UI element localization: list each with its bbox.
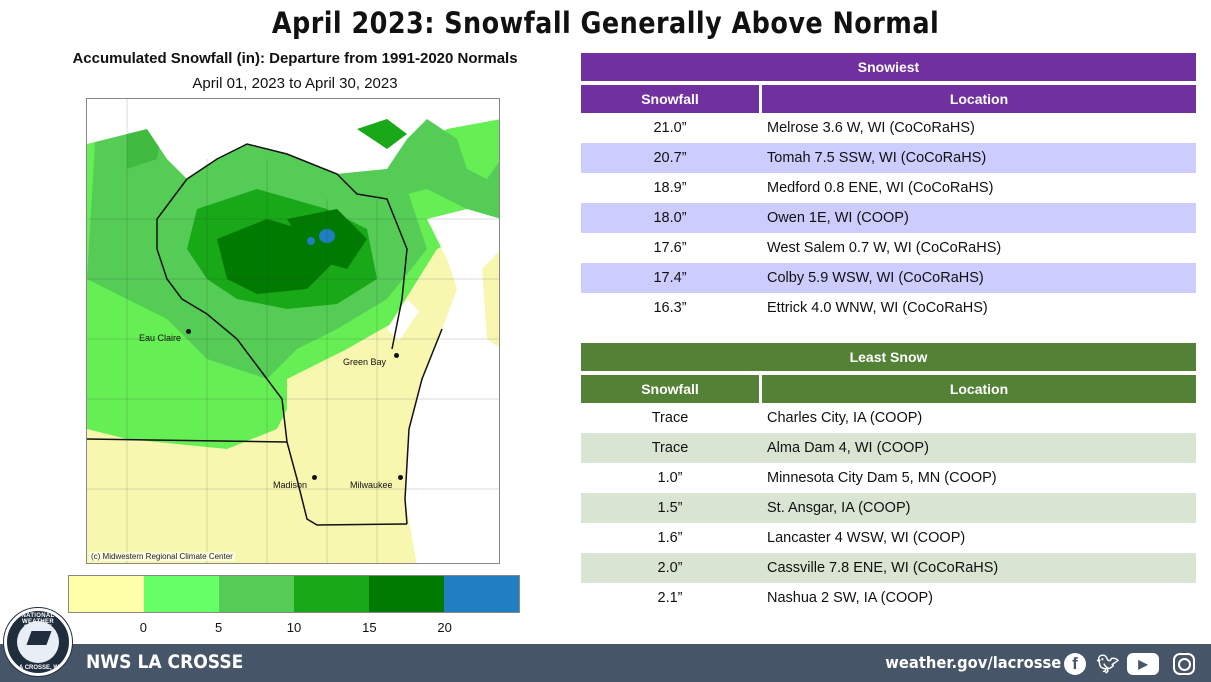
snowfall-cell: 2.0” <box>657 560 683 576</box>
legend-ticks: 0 5 10 15 20 <box>68 620 520 638</box>
table-row: 1.0” Minnesota City Dam 5, MN (COOP) <box>581 463 1196 493</box>
column-header-location: Location <box>762 375 1196 403</box>
map-title: Accumulated Snowfall (in): Departure fro… <box>72 50 518 67</box>
twitter-icon[interactable]: 🐦︎ <box>1096 653 1120 674</box>
legend-swatch-5-10 <box>219 576 294 612</box>
least-snow-title: Least Snow <box>581 343 1196 371</box>
snowfall-cell: 18.9” <box>653 180 687 196</box>
table-row: Trace Charles City, IA (COOP) <box>581 403 1196 433</box>
table-row: 17.4” Colby 5.9 WSW, WI (CoCoRaHS) <box>581 263 1196 293</box>
table-row: Trace Alma Dam 4, WI (COOP) <box>581 433 1196 463</box>
instagram-icon[interactable] <box>1173 653 1195 675</box>
logo-bottom-text: LA CROSSE, WI <box>15 665 61 671</box>
legend-swatch-0-5 <box>144 576 219 612</box>
table-row: 16.3” Ettrick 4.0 WNW, WI (CoCoRaHS) <box>581 293 1196 323</box>
city-dot-milwaukee <box>398 475 403 480</box>
location-cell: Colby 5.9 WSW, WI (CoCoRaHS) <box>767 270 984 286</box>
snowfall-cell: 20.7” <box>653 150 687 166</box>
location-cell: Tomah 7.5 SSW, WI (CoCoRaHS) <box>767 150 987 166</box>
snowfall-cell: 17.4” <box>653 270 687 286</box>
facebook-icon[interactable]: f <box>1064 653 1086 675</box>
location-cell: West Salem 0.7 W, WI (CoCoRaHS) <box>767 240 1002 256</box>
legend-tick: 10 <box>286 620 302 635</box>
legend-swatch-15-20 <box>369 576 444 612</box>
city-label-eau-claire: Eau Claire <box>139 333 182 343</box>
legend-tick: 15 <box>362 620 377 635</box>
table-row: 2.0” Cassville 7.8 ENE, WI (CoCoRaHS) <box>581 553 1196 583</box>
column-header-snowfall: Snowfall <box>581 85 759 113</box>
city-dot-eau-claire <box>186 329 191 334</box>
location-cell: Charles City, IA (COOP) <box>767 410 923 426</box>
city-label-green-bay: Green Bay <box>343 357 387 367</box>
snowfall-cell: 21.0” <box>653 120 687 136</box>
location-cell: Alma Dam 4, WI (COOP) <box>767 440 929 456</box>
snowfall-cell: 1.0” <box>657 470 683 486</box>
snowiest-title: Snowiest <box>581 53 1196 81</box>
legend-tick: 20 <box>437 620 452 635</box>
table-row: 17.6” West Salem 0.7 W, WI (CoCoRaHS) <box>581 233 1196 263</box>
website-link[interactable]: weather.gov/lacrosse <box>885 653 1061 672</box>
legend-tick: 0 <box>139 620 147 635</box>
location-cell: Ettrick 4.0 WNW, WI (CoCoRaHS) <box>767 300 988 316</box>
map-graphic <box>87 99 499 563</box>
snowfall-cell: 1.5” <box>657 500 683 516</box>
table-row: 21.0” Melrose 3.6 W, WI (CoCoRaHS) <box>581 113 1196 143</box>
table-row: 2.1” Nashua 2 SW, IA (COOP) <box>581 583 1196 613</box>
color-legend <box>68 575 520 613</box>
least-snow-table: Least Snow Snowfall Location Trace Charle… <box>581 343 1196 613</box>
snowfall-cell: 1.6” <box>657 530 683 546</box>
snowfall-cell: Trace <box>651 440 689 456</box>
snowfall-cell: Trace <box>651 410 689 426</box>
legend-tick: 5 <box>215 620 223 635</box>
table-row: 1.6” Lancaster 4 WSW, WI (COOP) <box>581 523 1196 553</box>
legend-swatch-below-0 <box>69 576 144 612</box>
table-row: 20.7” Tomah 7.5 SSW, WI (CoCoRaHS) <box>581 143 1196 173</box>
table-row: 18.0” Owen 1E, WI (COOP) <box>581 203 1196 233</box>
legend-swatch-above-20 <box>444 576 519 612</box>
map-subtitle: April 01, 2023 to April 30, 2023 <box>192 75 398 92</box>
city-label-milwaukee: Milwaukee <box>350 480 393 490</box>
snowfall-departure-map: Eau Claire Green Bay Madison Milwaukee (… <box>86 98 500 564</box>
snowfall-cell: 2.1” <box>657 590 683 606</box>
headline: April 2023: Snowfall Generally Above Nor… <box>271 6 940 40</box>
snowfall-cell: 18.0” <box>653 210 687 226</box>
city-label-madison: Madison <box>273 480 308 490</box>
location-cell: Nashua 2 SW, IA (COOP) <box>767 590 933 606</box>
city-dot-green-bay <box>394 353 399 358</box>
snowiest-header: Snowfall Location <box>581 85 1196 113</box>
table-row: 18.9” Medford 0.8 ENE, WI (CoCoRaHS) <box>581 173 1196 203</box>
snowfall-cell: 16.3” <box>653 300 687 316</box>
location-cell: Medford 0.8 ENE, WI (CoCoRaHS) <box>767 180 994 196</box>
office-name: NWS LA CROSSE <box>86 651 244 673</box>
footer-bar: NWS LA CROSSE weather.gov/lacrosse f 🐦︎ … <box>0 644 1211 682</box>
snowfall-cell: 17.6” <box>653 240 687 256</box>
table-row: 1.5” St. Ansgar, IA (COOP) <box>581 493 1196 523</box>
snowiest-table: Snowiest Snowfall Location 21.0” Melrose … <box>581 53 1196 323</box>
column-header-snowfall: Snowfall <box>581 375 759 403</box>
location-cell: Lancaster 4 WSW, WI (COOP) <box>767 530 966 546</box>
youtube-icon[interactable]: ▶ <box>1127 653 1159 675</box>
nws-logo: NATIONAL WEATHER SERVICE LA CROSSE, WI <box>4 608 72 676</box>
location-cell: Cassville 7.8 ENE, WI (CoCoRaHS) <box>767 560 999 576</box>
legend-swatch-10-15 <box>294 576 369 612</box>
location-cell: Minnesota City Dam 5, MN (COOP) <box>767 470 997 486</box>
city-dot-madison <box>312 475 317 480</box>
location-cell: Melrose 3.6 W, WI (CoCoRaHS) <box>767 120 975 136</box>
location-cell: St. Ansgar, IA (COOP) <box>767 500 911 516</box>
column-header-location: Location <box>762 85 1196 113</box>
map-copyright: (c) Midwestern Regional Climate Center <box>89 552 235 561</box>
least-snow-header: Snowfall Location <box>581 375 1196 403</box>
location-cell: Owen 1E, WI (COOP) <box>767 210 909 226</box>
